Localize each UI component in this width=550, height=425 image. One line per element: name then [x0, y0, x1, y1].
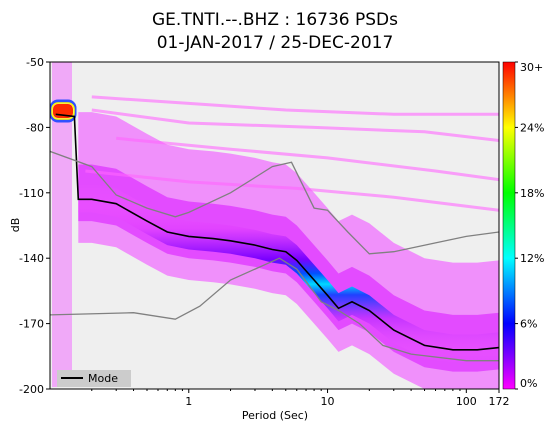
psd-density-hotspot-ring [51, 102, 75, 120]
chart-title: GE.TNTI.--.BHZ : 16736 PSDs [152, 10, 398, 30]
y-tick-label: -80 [26, 121, 44, 134]
psd-density-vertical-streak [52, 62, 72, 387]
colorbar-tick-label: 18% [520, 187, 544, 200]
colorbar-tick-label: 30+ [520, 61, 543, 74]
x-axis-label: Period (Sec) [242, 409, 308, 422]
legend-box [57, 370, 131, 387]
low-noise-model-line [50, 257, 499, 362]
psd-density-hotspot-halo [50, 99, 77, 123]
noise-streak [85, 169, 499, 212]
y-tick-label: -170 [19, 318, 44, 331]
colorbar [502, 61, 516, 390]
y-tick-label: -50 [26, 56, 44, 69]
noise-streak [91, 95, 499, 116]
colorbar-tick-label: 12% [520, 252, 544, 265]
x-tick-label: 172 [489, 395, 510, 408]
noise-streak [116, 136, 499, 182]
high-noise-model-line [50, 150, 499, 255]
legend-label: Mode [88, 372, 118, 385]
y-tick-label: -110 [19, 187, 44, 200]
y-tick-label: -140 [19, 252, 44, 265]
colorbar-tick-label: 24% [520, 121, 544, 134]
colorbar-tick-label: 6% [520, 318, 537, 331]
mode-line [55, 113, 499, 351]
legend: Mode [57, 370, 131, 387]
y-tick-label: -200 [19, 383, 44, 396]
psd-density-core [78, 184, 499, 363]
y-axis-label: dB [9, 218, 22, 233]
noise-streak [91, 108, 499, 142]
colorbar-tick-label: 0% [520, 377, 537, 390]
x-tick-label: 100 [456, 395, 477, 408]
chart-subtitle: 01-JAN-2017 / 25-DEC-2017 [157, 33, 394, 53]
x-tick-label: 10 [321, 395, 335, 408]
psd-density [50, 62, 499, 389]
plot-frame [49, 61, 500, 390]
x-tick-label: 1 [185, 395, 192, 408]
